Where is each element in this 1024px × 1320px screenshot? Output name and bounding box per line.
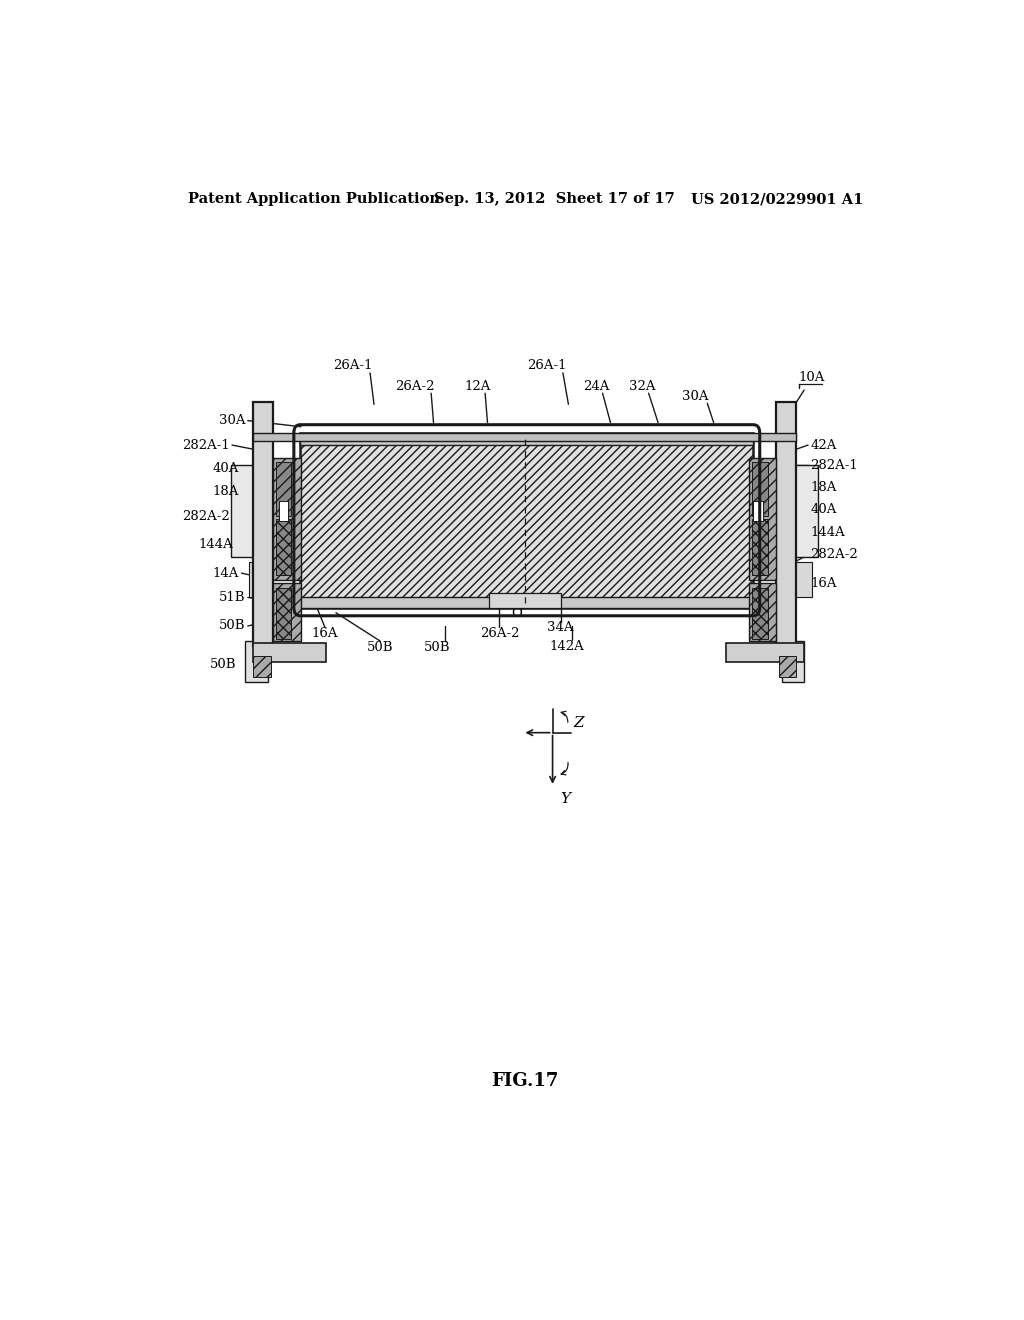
Bar (489, 594, 560, 607)
Text: 34A: 34A (547, 622, 573, 635)
Bar (776, 403, 797, 647)
Text: 40A: 40A (811, 503, 837, 516)
Text: 24A: 24A (583, 380, 609, 392)
Bar (795, 466, 818, 557)
Bar (726, 643, 804, 661)
Bar (275, 589, 292, 639)
Text: 282A-2: 282A-2 (182, 510, 229, 523)
Bar (253, 403, 273, 647)
Bar (249, 562, 266, 598)
Bar (275, 462, 292, 516)
Bar (275, 519, 292, 576)
Text: 42A: 42A (811, 438, 837, 451)
Text: 26A-2: 26A-2 (479, 627, 519, 640)
Text: 30A: 30A (219, 414, 246, 428)
Text: 50B: 50B (210, 659, 237, 671)
Text: 26A-2: 26A-2 (395, 380, 435, 392)
Bar (782, 642, 804, 682)
Bar (279, 500, 289, 521)
Text: Y: Y (560, 792, 570, 807)
Bar (273, 458, 301, 581)
Bar (752, 519, 768, 576)
Text: 50B: 50B (368, 640, 393, 653)
Text: 50B: 50B (424, 640, 451, 653)
Bar (795, 562, 812, 598)
Text: 14A: 14A (213, 566, 240, 579)
Bar (778, 656, 797, 677)
Text: 282A-2: 282A-2 (811, 548, 858, 561)
Bar (754, 500, 763, 521)
Bar (300, 598, 754, 607)
Text: 282A-1: 282A-1 (811, 459, 858, 471)
Text: 18A: 18A (811, 482, 837, 494)
Text: 12A: 12A (464, 380, 490, 392)
Bar (749, 583, 776, 642)
Bar (300, 433, 754, 607)
Text: 26A-1: 26A-1 (527, 359, 566, 372)
Text: 50B: 50B (219, 619, 246, 632)
Text: 30A: 30A (682, 389, 709, 403)
Text: 51B: 51B (219, 591, 246, 605)
Bar (273, 583, 301, 642)
Text: 26A-1: 26A-1 (333, 359, 373, 372)
Text: 18A: 18A (213, 486, 240, 498)
Text: 144A: 144A (811, 525, 845, 539)
Text: 16A: 16A (811, 577, 837, 590)
Bar (253, 433, 797, 441)
Text: 16A: 16A (311, 627, 338, 640)
Bar (231, 466, 255, 557)
Text: US 2012/0229901 A1: US 2012/0229901 A1 (691, 191, 864, 206)
Text: Z: Z (573, 715, 585, 730)
Text: 10A: 10A (799, 371, 825, 384)
Bar (752, 589, 768, 639)
Text: 282A-1: 282A-1 (182, 438, 229, 451)
Text: 142A: 142A (550, 640, 585, 653)
Text: Sep. 13, 2012  Sheet 17 of 17: Sep. 13, 2012 Sheet 17 of 17 (433, 191, 674, 206)
Text: FIG.17: FIG.17 (492, 1072, 558, 1090)
Bar (752, 462, 768, 516)
Text: O: O (511, 607, 522, 620)
Bar (246, 642, 267, 682)
Text: Patent Application Publication: Patent Application Publication (187, 191, 439, 206)
Bar (253, 656, 270, 677)
Text: 40A: 40A (213, 462, 240, 475)
Bar (300, 433, 754, 445)
Text: 32A: 32A (629, 380, 655, 392)
Text: 144A: 144A (199, 539, 233, 552)
Bar (253, 643, 327, 661)
Bar (749, 458, 776, 581)
